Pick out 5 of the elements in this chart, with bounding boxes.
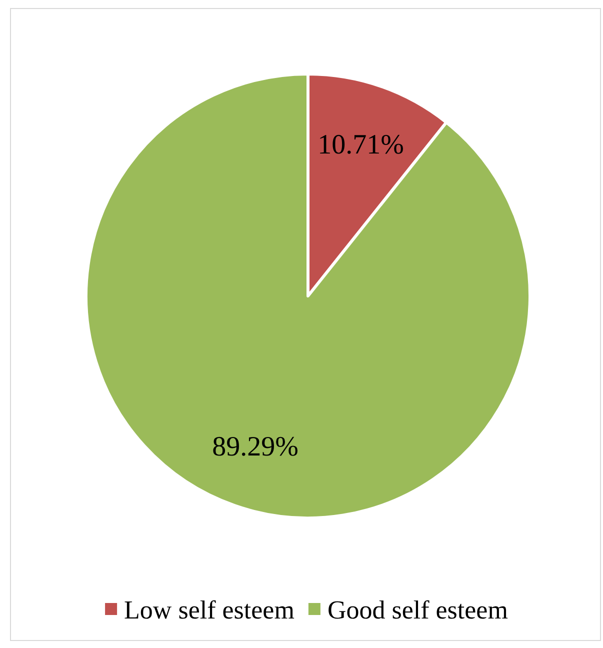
legend-label: Low self esteem [124,596,294,624]
data-label: 89.29% [212,431,298,462]
legend-label: Good self esteem [327,596,508,624]
pie-slice [84,72,532,520]
data-label: 10.71% [318,130,404,161]
